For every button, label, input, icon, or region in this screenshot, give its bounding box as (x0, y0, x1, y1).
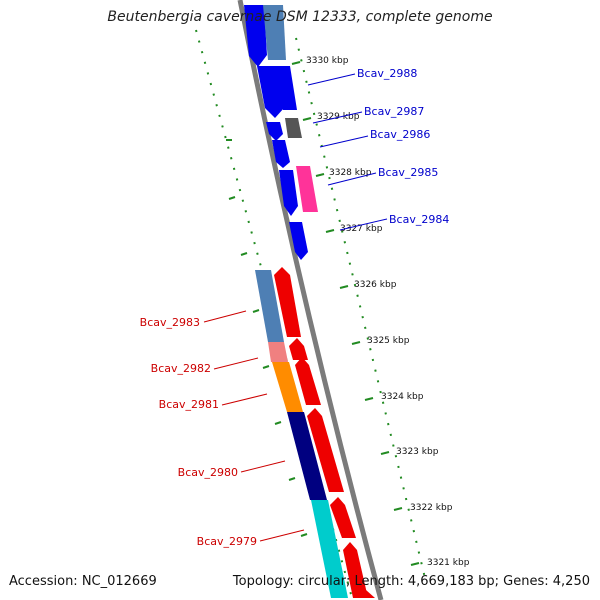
gene-feature (287, 412, 327, 500)
gene-feature (268, 342, 288, 362)
tick-mark (339, 285, 349, 289)
gene-label[interactable]: Bcav_2980 (178, 466, 238, 479)
gene-feature (255, 270, 284, 342)
tick-mark (228, 196, 236, 200)
genome-backbone (237, 0, 384, 600)
gene-label[interactable]: Bcav_2986 (370, 128, 430, 141)
gene-feature (289, 338, 308, 360)
gene-feature (360, 590, 375, 598)
forward-strand-genes (244, 5, 318, 260)
tick-mark (410, 562, 420, 566)
gene-feature (272, 362, 303, 412)
gene-label[interactable]: Bcav_2983 (140, 316, 200, 329)
reverse-strand-genes (255, 267, 375, 598)
tick-mark (274, 421, 282, 425)
gene-label[interactable]: Bcav_2985 (378, 166, 438, 179)
tick-mark (325, 229, 335, 233)
gene-label[interactable]: Bcav_2987 (364, 105, 424, 118)
forward-gene-labels: Bcav_2988 Bcav_2987 Bcav_2986 Bcav_2985 … (307, 67, 449, 231)
genome-summary-text: Topology: circular; Length: 4,669,183 bp… (232, 574, 590, 589)
inner-ticks (226, 139, 308, 537)
gene-label[interactable]: Bcav_2988 (357, 67, 417, 80)
gene-leader-line (221, 393, 268, 406)
gene-leader-line (327, 172, 377, 186)
gene-leader-line (319, 135, 369, 148)
gene-feature (343, 542, 368, 598)
gene-leader-line (339, 218, 388, 231)
tick-mark (315, 173, 325, 177)
gene-feature (257, 66, 284, 118)
gene-feature (263, 5, 286, 60)
gene-feature (296, 166, 318, 212)
gene-feature (285, 118, 302, 138)
tick-mark (252, 309, 260, 313)
tick-mark (288, 477, 296, 481)
gene-feature (272, 140, 290, 168)
map-title: Beutenbergia cavernae DSM 12333, complet… (107, 9, 493, 25)
gene-label[interactable]: Bcav_2981 (159, 398, 219, 411)
tick-mark (300, 533, 308, 537)
gene-label[interactable]: Bcav_2979 (197, 535, 257, 548)
tick-label: 3328 kbp (329, 168, 372, 178)
tick-label: 3325 kbp (367, 336, 410, 346)
gene-feature (311, 500, 348, 598)
gene-feature (274, 267, 301, 337)
tick-mark (380, 451, 390, 455)
tick-label: 3327 kbp (340, 224, 383, 234)
gene-label[interactable]: Bcav_2984 (389, 213, 449, 226)
gene-label[interactable]: Bcav_2982 (151, 362, 211, 375)
tick-label: 3330 kbp (306, 56, 349, 66)
tick-label: 3324 kbp (381, 392, 424, 402)
gene-leader-line (307, 73, 356, 86)
accession-text: Accession: NC_012669 (9, 574, 157, 589)
outer-dotted-ring (295, 37, 426, 579)
gene-leader-line (259, 529, 305, 542)
gene-feature (244, 5, 267, 67)
gene-leader-line (240, 460, 286, 473)
gene-feature (295, 357, 321, 405)
gene-feature (276, 66, 297, 110)
gene-leader-line (213, 357, 259, 370)
tick-mark (393, 507, 403, 511)
gene-feature (289, 222, 308, 260)
gene-feature (307, 408, 344, 492)
gene-leader-line (203, 310, 247, 323)
reverse-gene-labels: Bcav_2983 Bcav_2982 Bcav_2981 Bcav_2980 … (140, 310, 305, 548)
tick-mark (351, 341, 361, 345)
tick-label: 3321 kbp (427, 558, 470, 568)
tick-mark (302, 117, 312, 121)
tick-label: 3322 kbp (410, 503, 453, 513)
tick-mark (262, 365, 270, 369)
gene-feature (266, 122, 283, 141)
tick-label: 3323 kbp (396, 447, 439, 457)
tick-label: 3326 kbp (354, 280, 397, 290)
tick-mark (364, 397, 374, 401)
gene-leader-line (312, 111, 363, 124)
tick-mark (291, 61, 301, 65)
tick-mark (240, 252, 248, 256)
gene-feature (330, 497, 356, 538)
gene-feature (279, 170, 298, 216)
